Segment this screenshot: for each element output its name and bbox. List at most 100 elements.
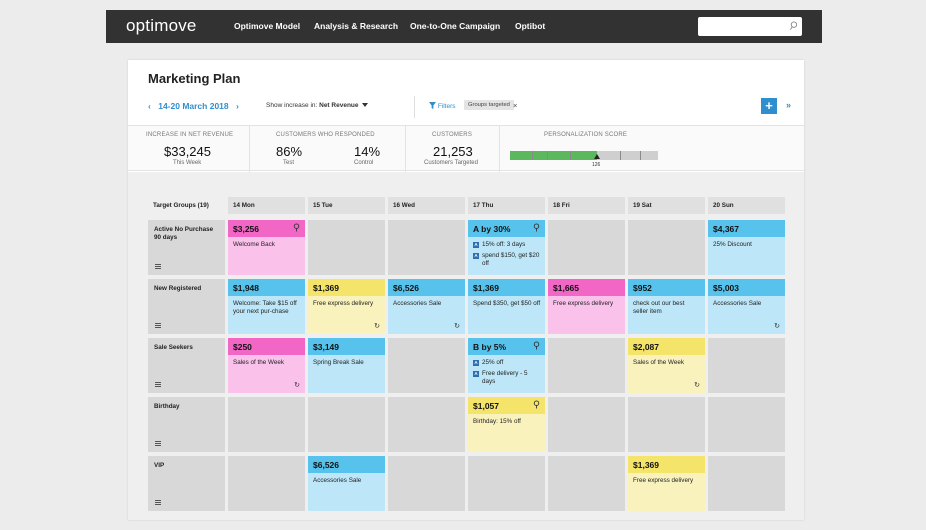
calendar-cell[interactable]: $1,369 Free express delivery [628,456,705,511]
target-group-row-header[interactable]: Active No Purchase 90 days [148,220,225,275]
net-revenue-metric: INCREASE IN NET REVENUE $33,245 This Wee… [128,126,250,172]
calendar-cell[interactable] [388,456,465,511]
search-input[interactable] [698,17,802,36]
location-pin-icon[interactable] [533,400,540,409]
calendar-cell[interactable] [708,456,785,511]
list-icon[interactable] [155,500,161,505]
nav-optimove-model[interactable]: Optimove Model [234,21,301,31]
top-navigation-bar: optimove Optimove Model Analysis & Resea… [106,10,822,43]
calendar-cell[interactable] [468,456,545,511]
calendar-cell[interactable] [708,397,785,452]
campaign-card[interactable]: $5,003 Accessories Sale ↻ [708,279,785,334]
filters-label: Filters [437,103,456,110]
date-range-selector: ‹ 14-20 March 2018 › [148,101,239,111]
target-group-row-header[interactable]: New Registered [148,279,225,334]
calendar-cell[interactable]: $5,003 Accessories Sale ↻ [708,279,785,334]
campaign-card[interactable]: $2,087 Sales of the Week ↻ [628,338,705,393]
score-tick [532,151,533,160]
campaign-card[interactable]: $1,057 Birthday: 15% off [468,397,545,452]
variant-badge-icon: A [473,242,479,248]
calendar-cell[interactable]: $1,057 Birthday: 15% off [468,397,545,452]
calendar-cell[interactable] [388,397,465,452]
campaign-card[interactable]: $6,526 Accessories Sale [308,456,385,511]
campaign-card[interactable]: $3,149 Spring Break Sale [308,338,385,393]
repeat-icon[interactable]: ↻ [774,323,780,330]
location-pin-icon[interactable] [533,341,540,350]
optimove-logo[interactable]: optimove [126,16,197,35]
calendar-cell[interactable]: $2,087 Sales of the Week ↻ [628,338,705,393]
calendar-cell[interactable] [548,456,625,511]
calendar-cell[interactable] [628,220,705,275]
calendar-cell[interactable]: $3,256 Welcome Back [228,220,305,275]
next-week-button[interactable]: › [236,101,239,111]
collapse-icon[interactable]: » [786,100,792,110]
campaign-card[interactable]: $1,369 Free express delivery [628,456,705,511]
campaign-amount-text: $1,369 [313,283,339,293]
list-icon[interactable] [155,264,161,269]
campaign-card[interactable]: $250 Sales of the Week ↻ [228,338,305,393]
target-group-row-header[interactable]: Birthday [148,397,225,452]
repeat-icon[interactable]: ↻ [694,382,700,389]
campaign-description: 25% Discount [713,241,752,248]
campaign-body: Accessories Sale ↻ [388,296,465,334]
calendar-cell[interactable]: $952 check out our best seller item [628,279,705,334]
search-icon[interactable] [789,20,798,32]
campaign-card[interactable]: $1,369 Spend $350, get $50 off [468,279,545,334]
target-group-row-header[interactable]: Sale Seekers [148,338,225,393]
variant-text: 25% off [482,359,504,366]
target-group-row-header[interactable]: VIP [148,456,225,511]
campaign-card[interactable]: $4,367 25% Discount [708,220,785,275]
campaign-card[interactable]: B by 5% A 25% off A Free delivery - 5 days [468,338,545,393]
nav-one-to-one-campaign[interactable]: One-to-One Campaign [410,21,501,31]
campaign-card[interactable]: $1,948 Welcome: Take $15 off your next pu… [228,279,305,334]
calendar-cell[interactable] [228,397,305,452]
campaign-card[interactable]: $1,369 Free express delivery ↻ [308,279,385,334]
calendar-cell[interactable] [228,456,305,511]
calendar-cell[interactable]: $250 Sales of the Week ↻ [228,338,305,393]
close-icon[interactable]: × [513,101,518,110]
nav-optibot[interactable]: Optibot [515,21,546,31]
repeat-icon[interactable]: ↻ [294,382,300,389]
calendar-cell[interactable] [548,220,625,275]
calendar-cell[interactable]: $1,948 Welcome: Take $15 off your next pu… [228,279,305,334]
target-group-name: Active No Purchase 90 days [154,226,214,241]
calendar-cell[interactable] [388,220,465,275]
nav-analysis-research[interactable]: Analysis & Research [314,21,399,31]
calendar-cell[interactable]: $6,526 Accessories Sale [308,456,385,511]
campaign-description: Welcome: Take $15 off your next pur-chas… [233,300,297,315]
calendar-cell[interactable] [388,338,465,393]
list-icon[interactable] [155,323,161,328]
calendar-cell[interactable] [308,397,385,452]
campaign-card[interactable]: $952 check out our best seller item [628,279,705,334]
campaign-card[interactable]: $1,665 Free express delivery [548,279,625,334]
location-pin-icon[interactable] [293,223,300,232]
campaign-card[interactable]: $6,526 Accessories Sale ↻ [388,279,465,334]
calendar-cell[interactable]: $1,665 Free express delivery [548,279,625,334]
calendar-cell[interactable] [628,397,705,452]
list-icon[interactable] [155,382,161,387]
location-pin-icon[interactable] [533,223,540,232]
repeat-icon[interactable]: ↻ [454,323,460,330]
add-campaign-button[interactable]: + [761,98,777,114]
calendar-cell[interactable] [548,397,625,452]
calendar-cell[interactable]: $1,369 Free express delivery ↻ [308,279,385,334]
calendar-cell[interactable] [708,338,785,393]
calendar-cell[interactable] [308,220,385,275]
calendar-cell[interactable]: $4,367 25% Discount [708,220,785,275]
list-icon[interactable] [155,441,161,446]
calendar-cell[interactable]: $3,149 Spring Break Sale [308,338,385,393]
campaign-amount: $1,665 [548,279,625,296]
show-increase-dropdown[interactable]: Show increase in: Net Revenue [266,102,368,109]
calendar-cell[interactable] [548,338,625,393]
ab-variant-line: A 15% off: 3 days [473,241,541,249]
repeat-icon[interactable]: ↻ [374,323,380,330]
filters-button[interactable]: Filters [429,102,456,110]
calendar-cell[interactable]: $6,526 Accessories Sale ↻ [388,279,465,334]
campaign-card[interactable]: $3,256 Welcome Back [228,220,305,275]
calendar-cell[interactable]: B by 5% A 25% off A Free delivery - 5 days [468,338,545,393]
target-group-name: New Registered [154,285,202,292]
prev-week-button[interactable]: ‹ [148,101,151,111]
calendar-cell[interactable]: $1,369 Spend $350, get $50 off [468,279,545,334]
